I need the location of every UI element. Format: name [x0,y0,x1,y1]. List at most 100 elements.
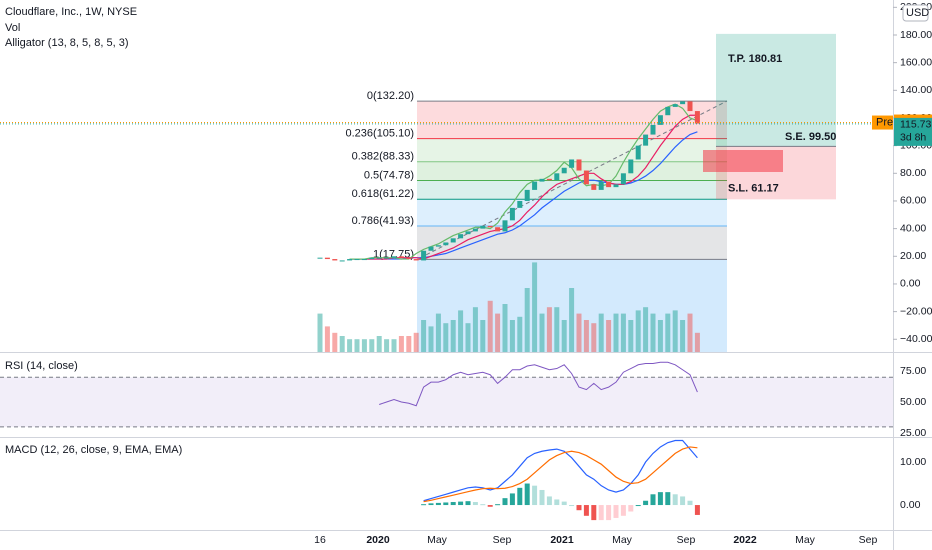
macd-histogram [458,501,464,506]
price-tick-label: 60.00 [900,195,926,207]
macd-histogram [509,493,515,506]
time-label: May [795,534,816,546]
volume-bar [347,339,353,352]
volume-bar [369,339,375,352]
candle-body [554,173,560,181]
candle-body [332,259,338,261]
candle-body [680,101,686,105]
time-label: Sep [859,534,878,546]
volume-bar [502,304,508,352]
candle-body [606,181,612,188]
volume-bar [317,313,323,352]
macd-histogram [539,489,545,506]
candle-body [369,257,375,260]
macd-histogram [487,505,493,507]
candle-body [687,101,693,112]
time-label: 2021 [550,534,574,546]
fib-band [417,101,727,139]
candle-body [435,245,441,247]
price-tick-label: −20.00 [900,305,932,317]
trend-line [419,100,728,259]
macd-tick-label: 0.00 [900,499,921,511]
candle-body [694,111,700,124]
candle-body [421,250,427,261]
time-label: Sep [677,534,696,546]
volume-bar [694,332,700,352]
macd-histogram [672,494,678,506]
candle-body [347,259,353,261]
price-tick-label: 140.00 [900,84,932,96]
sl-label: S.L. 61.17 [728,182,779,194]
alligator-label: Alligator (13, 8, 5, 8, 5, 3) [5,37,129,49]
rsi-line [379,361,698,407]
macd-histogram [495,504,501,506]
volume-bar [680,320,686,352]
price-tick-label: 80.00 [900,167,926,179]
macd-histogram [650,494,656,506]
macd-histogram [576,505,582,511]
rsi-band [0,377,893,427]
volume-bar [539,313,545,352]
macd-histogram [450,502,456,506]
macd-histogram [657,492,663,506]
candle-body [539,178,545,182]
rsi-title: RSI (14, close) [5,360,78,372]
time-label: 2020 [366,534,390,546]
candle-body [465,231,471,235]
fib-label: 0.382(88.33) [352,151,414,163]
volume-bar [628,320,634,352]
volume-bar [569,288,575,352]
candle-body [569,159,575,168]
volume-bar [598,313,604,352]
macd-histogram [569,505,575,507]
candle-body [458,234,464,239]
macd-histogram [561,501,567,506]
candle-body [635,145,641,160]
candle-body [428,246,434,251]
candle-body [620,173,626,185]
volume-bar [376,336,382,352]
macd-histogram [524,483,530,506]
candle-body [583,170,589,185]
fib-label: 0.236(105.10) [346,127,415,139]
volume-bar [509,320,515,352]
price-tick-label: 20.00 [900,250,926,262]
candle-body [376,257,382,259]
volume-bar [524,288,530,352]
volume-bar [657,320,663,352]
price-tick-label: −40.00 [900,333,932,345]
signal-line [423,446,698,503]
volume-bar [384,339,390,352]
volume-bar [672,310,678,352]
candle-body [472,228,478,232]
volume-bar [354,339,360,352]
candle-body [509,207,515,221]
candle-body [598,181,604,190]
volume-bar [583,320,589,352]
candle-body [398,256,404,258]
se-label: S.E. 99.50 [785,131,836,143]
volume-bar [561,320,567,352]
candle-body [406,257,412,260]
volume-bar [643,307,649,352]
volume-bar [413,332,419,352]
volume-bar [532,262,538,352]
candle-body [502,220,508,232]
candle-body [361,259,367,261]
rsi-tick-label: 50.00 [900,396,926,408]
candle-body [324,257,330,260]
volume-bar [650,313,656,352]
candle-body [672,104,678,107]
symbol-title: Cloudflare, Inc., 1W, NYSE [5,6,137,18]
volume-bar [339,336,345,352]
candle-body [413,259,419,261]
volume-bar [613,313,619,352]
time-label: Sep [493,534,512,546]
macd-histogram [583,505,589,516]
last-price-box [894,117,932,146]
macd-histogram [428,503,434,506]
macd-histogram [606,505,612,521]
macd-histogram [613,505,619,518]
volume-bar [546,307,552,352]
